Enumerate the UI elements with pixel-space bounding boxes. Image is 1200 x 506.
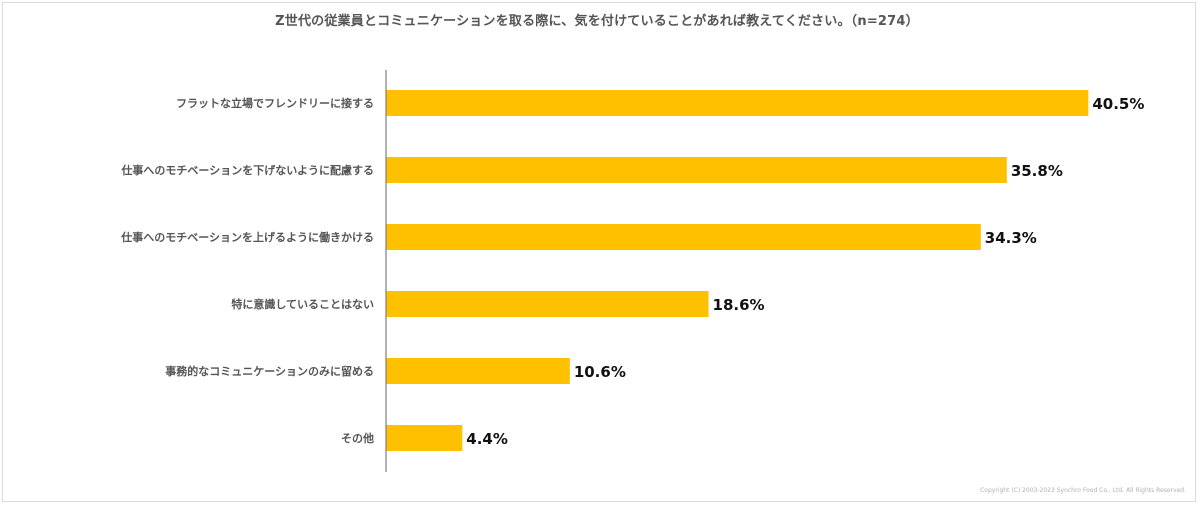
value-label-1: 35.8% [1011,162,1063,180]
bar-2 [386,224,981,250]
category-label-1: 仕事へのモチベーションを下げないように配慮する [120,163,374,177]
category-label-5: その他 [341,431,374,445]
value-label-5: 4.4% [466,430,508,448]
value-label-0: 40.5% [1092,95,1144,113]
bar-5 [386,425,463,451]
category-label-4: 事務的なコミュニケーションのみに留める [165,364,374,378]
value-label-4: 10.6% [574,363,626,381]
category-label-0: フラットな立場でフレンドリーに接する [176,96,374,110]
value-label-2: 34.3% [985,229,1037,247]
bar-4 [386,358,570,384]
bar-3 [386,291,709,317]
category-label-3: 特に意識していることはない [231,297,374,311]
chart-title: Z世代の従業員とコミュニケーションを取る際に、気を付けていることがあれば教えてく… [275,14,919,29]
value-label-3: 18.6% [713,296,765,314]
bar-0 [386,90,1089,116]
copyright-text: Copyright (C) 2003-2023 Synchro Food Co.… [980,487,1186,494]
bar-1 [386,157,1007,183]
category-label-2: 仕事へのモチベーションを上げるように働きかける [120,230,374,244]
